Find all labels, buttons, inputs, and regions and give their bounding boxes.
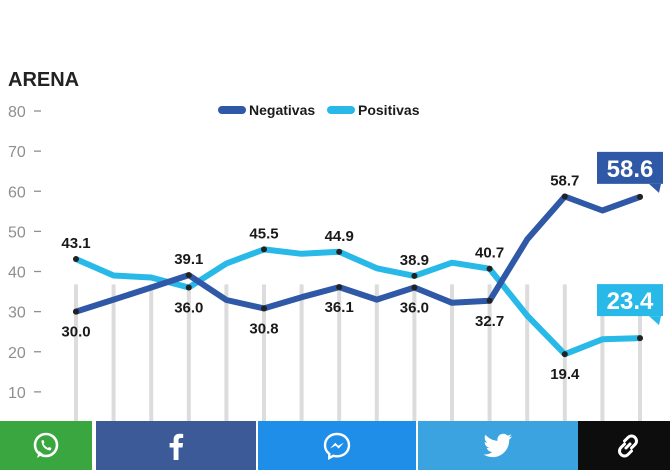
chart-final-callouts: 58.6 23.4 [597,151,663,326]
data-label: 19.4 [550,366,580,383]
data-point [336,248,343,255]
y-tick-label: 30 [8,305,26,322]
series-line-positivas [73,246,643,358]
data-point [185,272,192,279]
legend-label: Negativas [249,102,315,118]
data-label: 30.8 [249,320,278,337]
chart-legend: Negativas Positivas [218,102,420,118]
data-point [185,284,192,291]
data-point [73,308,79,315]
y-tick-label: 80 [8,104,26,121]
data-point-final [637,335,643,342]
data-point [411,284,418,291]
share-messenger-button[interactable]: Messenger [258,421,416,470]
data-point-final [637,193,643,200]
data-label: 30.0 [61,324,90,341]
data-label: 36.0 [174,300,203,317]
data-label: 44.9 [325,228,354,245]
callout-box [597,284,663,317]
chart-points [73,193,643,358]
chart-data-labels: 30.0 39.1 30.8 36.1 36.0 32.7 58.7 43.1 36.0 45.5… [61,172,580,383]
callout-pointer [649,183,661,193]
whatsapp-icon [31,431,61,461]
data-label: 36.1 [325,299,354,316]
data-label: 45.5 [249,225,278,242]
callout-pointer [649,316,661,326]
y-tick-label: 20 [8,345,26,362]
y-tick-label: 60 [8,184,26,201]
series-line-negativas [73,193,643,315]
messenger-icon [322,431,352,461]
chart-grid [74,284,642,421]
chart-series [73,193,643,358]
callout-value: 23.4 [607,288,654,315]
callout-value: 58.6 [607,156,654,183]
y-tick-label: 40 [8,265,26,282]
data-label: 36.0 [400,300,429,317]
y-tick-label: 10 [8,385,26,402]
legend-label: Positivas [358,102,420,118]
callout-box [597,151,663,184]
data-point [336,284,343,291]
data-label: 40.7 [475,245,504,262]
share-twitter-button[interactable]: Twitter [418,421,578,470]
data-label: 38.9 [400,252,429,269]
data-point [411,272,418,279]
line-chart: ARENA Negativas Positivas 80 70 60 50 40 30 20 1… [8,69,663,421]
data-point [486,265,493,272]
chart-title: ARENA [8,69,79,91]
share-whatsapp-button[interactable]: WhatsApp [0,421,92,470]
data-point [561,351,568,358]
twitter-icon [482,432,514,460]
share-link-button[interactable]: Copiar enlace [578,421,670,470]
data-label: 39.1 [174,251,203,268]
data-label: 43.1 [61,235,90,252]
data-point [261,246,267,253]
data-point [73,256,79,263]
data-point [561,193,568,200]
y-axis: 80 70 60 50 40 30 20 10 [8,104,41,402]
share-facebook-button[interactable]: Facebook [96,421,256,470]
data-point [261,305,267,312]
facebook-icon [166,431,186,461]
link-icon [613,431,643,461]
data-label: 32.7 [475,313,504,330]
share-bar: WhatsAppFacebookMessengerTwitterCopiar e… [0,421,670,470]
y-tick-label: 50 [8,224,26,241]
y-tick-label: 70 [8,144,26,161]
data-point [486,297,493,304]
data-label: 58.7 [550,172,579,189]
